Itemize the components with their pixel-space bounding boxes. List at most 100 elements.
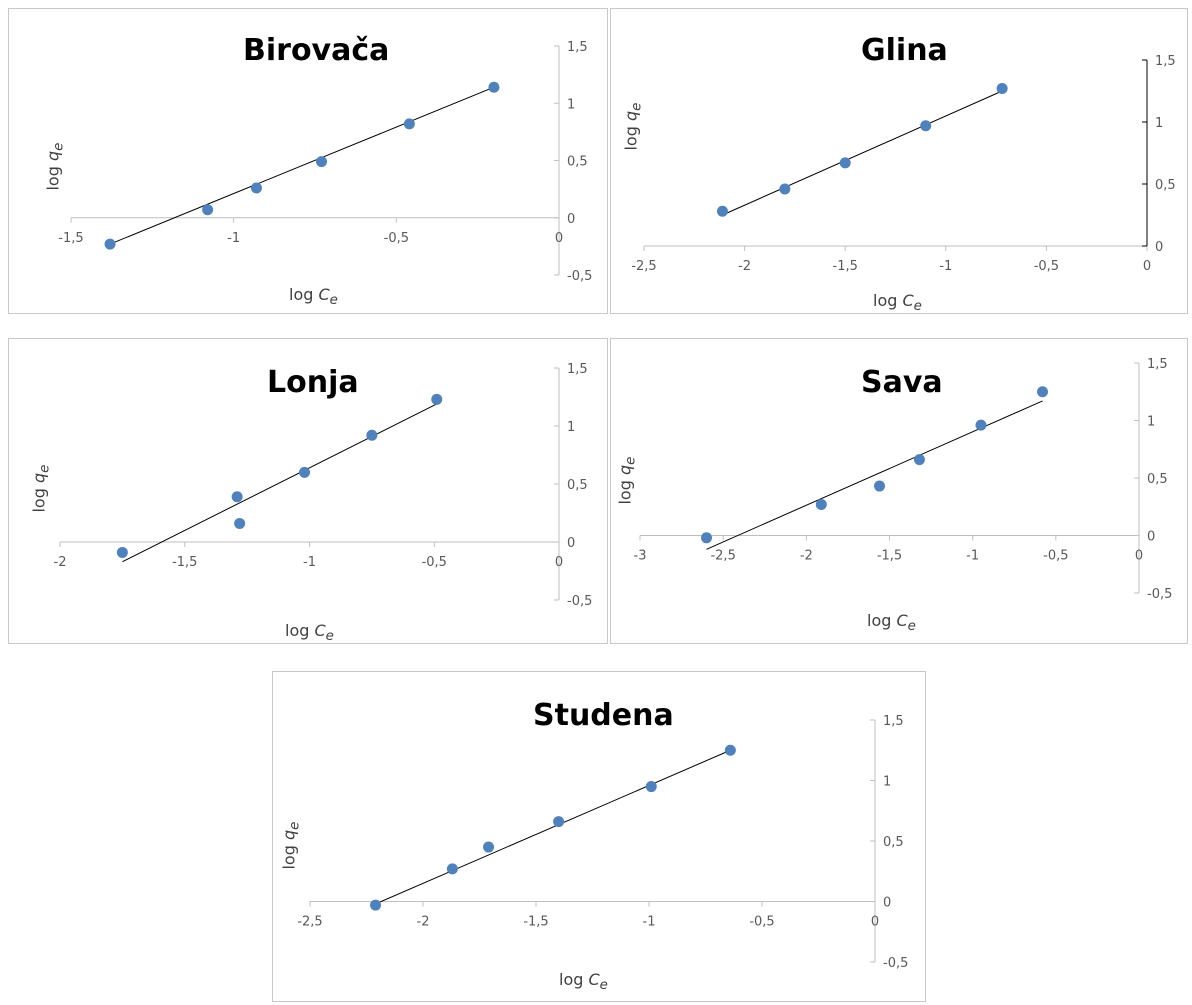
chart-plot: -2 -1,5 -1 -0,5 0 -0,5 0 0,5 1 1,5 xyxy=(54,362,593,609)
x-tick-label: 0 xyxy=(1143,259,1151,274)
data-point xyxy=(815,498,827,510)
y-tick-label: 1 xyxy=(883,775,891,790)
x-tick-label: -3 xyxy=(634,549,647,564)
x-tick-label: -1,5 xyxy=(877,549,902,564)
chart-title: Studena xyxy=(533,698,674,733)
data-point xyxy=(553,816,565,828)
x-tick-label: 0 xyxy=(555,231,563,246)
x-axis-label: log Ce xyxy=(559,970,608,994)
y-tick-label: 1 xyxy=(567,420,575,435)
x-tick-label: -2,5 xyxy=(631,259,656,274)
data-point xyxy=(299,466,311,478)
x-tick-label: 0 xyxy=(871,915,879,930)
chart-plot: -1,5 -1 -0,5 0 -0,5 0 0,5 1 1,5 xyxy=(58,40,592,284)
y-tick-label: 1,5 xyxy=(567,40,588,55)
chart-panel-sava: Sava log qe log Ce -3 -2,5 -2 -1,5 -1 -0,5 0 -0… xyxy=(610,338,1188,644)
y-tick-label: -0,5 xyxy=(567,594,592,609)
y-tick-label: 0 xyxy=(883,896,891,911)
x-tick-label: -1 xyxy=(643,915,656,930)
data-point xyxy=(234,517,246,529)
chart-plot: -2,5 -2 -1,5 -1 -0,5 00 0,5 1 1,5 xyxy=(631,54,1176,274)
trendline xyxy=(109,86,495,245)
y-tick-label: 0 xyxy=(1155,240,1163,255)
y-tick-label: 0,5 xyxy=(567,478,588,493)
data-point xyxy=(874,480,886,492)
chart-title: Birovača xyxy=(243,33,390,68)
y-tick-label: -0,5 xyxy=(567,269,592,284)
data-point xyxy=(431,393,443,405)
chart-panel-lonja: Lonja log qe log Ce -2 -1,5 -1 -0,5 0 -0,5 0 0,… xyxy=(8,338,608,644)
x-tick-label: -2 xyxy=(54,555,67,570)
data-point xyxy=(724,744,736,756)
data-point xyxy=(920,120,932,132)
data-point xyxy=(104,238,116,250)
trendline xyxy=(122,403,437,563)
data-point xyxy=(202,204,214,216)
x-tick-label: -0,5 xyxy=(1034,259,1059,274)
data-point xyxy=(403,118,415,130)
x-axis-label: log Ce xyxy=(289,285,338,309)
chart-panel-studena: Studena log qe log Ce -2,5 -2 -1,5 -1 -0,5 0-… xyxy=(272,671,926,1002)
chart-plot: -2,5 -2 -1,5 -1 -0,5 0 -0,5 0 0,5 1 1,5 xyxy=(297,714,908,971)
y-tick-label: 0,5 xyxy=(1147,472,1168,487)
y-tick-label: 1,5 xyxy=(883,714,904,729)
data-point xyxy=(1037,386,1049,398)
y-tick-label: 1 xyxy=(567,97,575,112)
y-tick-label: 0 xyxy=(567,212,575,227)
y-tick-label: 1,5 xyxy=(567,362,588,377)
data-point xyxy=(779,183,791,195)
data-point xyxy=(913,454,925,466)
data-point xyxy=(446,863,458,875)
x-axis-label: log Ce xyxy=(867,611,916,635)
x-tick-label: -0,5 xyxy=(384,231,409,246)
x-tick-label: -0,5 xyxy=(1043,549,1068,564)
y-tick-label: 1 xyxy=(1155,116,1163,131)
y-tick-label: 1,5 xyxy=(1155,54,1176,69)
x-tick-label: -1,5 xyxy=(58,231,83,246)
x-tick-label: -2,5 xyxy=(710,549,735,564)
data-point xyxy=(250,182,262,194)
x-tick-label: 0 xyxy=(1135,549,1143,564)
y-tick-label: 0,5 xyxy=(1155,178,1176,193)
x-tick-label: -1,5 xyxy=(172,555,197,570)
y-tick-label: 1 xyxy=(1147,415,1155,430)
data-point xyxy=(483,841,495,853)
chart-panel-birovaca: Birovača log qe log Ce -1,5 -1 -0,5 0 -0,5 0 0… xyxy=(8,8,608,314)
y-tick-label: -0,5 xyxy=(883,956,908,971)
x-tick-label: -0,5 xyxy=(422,555,447,570)
data-point xyxy=(716,205,728,217)
data-point xyxy=(231,491,243,503)
x-tick-label: -1 xyxy=(227,231,240,246)
y-tick-label: 1,5 xyxy=(1147,357,1168,372)
data-point xyxy=(316,156,328,168)
data-point xyxy=(975,419,987,431)
data-point xyxy=(116,546,128,558)
data-point xyxy=(488,81,500,93)
y-tick-label: 0 xyxy=(1147,530,1155,545)
data-point xyxy=(996,83,1008,95)
x-axis-label: log Ce xyxy=(285,621,334,645)
y-tick-label: 0 xyxy=(567,536,575,551)
chart-plot: -3 -2,5 -2 -1,5 -1 -0,5 0 -0,5 0 0,5 1 1,5 xyxy=(634,357,1173,602)
trendline xyxy=(375,749,731,905)
x-tick-label: -1,5 xyxy=(833,259,858,274)
data-point xyxy=(839,157,851,169)
chart-title: Sava xyxy=(861,365,943,400)
x-tick-label: -2 xyxy=(738,259,751,274)
data-point xyxy=(366,429,378,441)
trendline xyxy=(722,90,1003,216)
data-point xyxy=(645,781,657,793)
y-tick-label: -0,5 xyxy=(1147,587,1172,602)
y-tick-label: 0,5 xyxy=(883,835,904,850)
x-tick-label: -1,5 xyxy=(523,915,548,930)
x-tick-label: -0,5 xyxy=(749,915,774,930)
data-point xyxy=(370,899,382,911)
x-tick-label: -1 xyxy=(966,549,979,564)
trendline xyxy=(706,400,1043,550)
x-tick-label: 0 xyxy=(555,555,563,570)
x-axis-label: log Ce xyxy=(873,291,922,315)
x-tick-label: -2,5 xyxy=(297,915,322,930)
x-tick-label: -2 xyxy=(800,549,813,564)
x-tick-label: -1 xyxy=(939,259,952,274)
chart-title: Lonja xyxy=(267,365,359,400)
